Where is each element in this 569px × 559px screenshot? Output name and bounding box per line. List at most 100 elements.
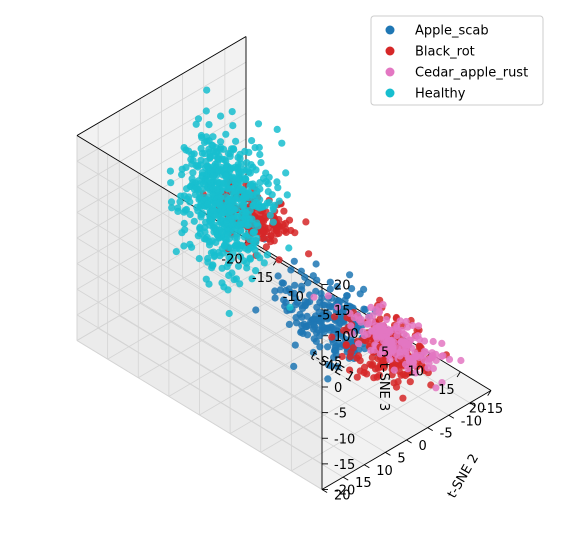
data-point-black-rot xyxy=(259,228,267,236)
data-point-healthy xyxy=(204,200,212,208)
data-point-black-rot xyxy=(376,315,384,323)
data-point-healthy xyxy=(278,139,286,147)
data-point-healthy xyxy=(215,199,224,207)
legend: Apple_scab Black_rot Cedar_apple_rust Healt… xyxy=(370,15,544,106)
data-point-apple-scab xyxy=(274,272,282,280)
data-point-healthy xyxy=(254,222,262,230)
data-point-healthy xyxy=(237,252,245,261)
data-point-healthy xyxy=(248,215,256,223)
y-tick-label: 5 xyxy=(397,451,405,466)
data-point-healthy xyxy=(190,217,198,225)
y-tick-label-mark xyxy=(469,402,476,407)
y-tick-label: -5 xyxy=(440,427,453,442)
x-tick-label: -10 xyxy=(283,290,304,305)
grid-line xyxy=(76,87,247,188)
data-point-healthy xyxy=(252,267,260,275)
x-tick-label-mark xyxy=(487,390,492,396)
grid-line xyxy=(182,278,428,428)
data-point-healthy xyxy=(269,218,277,226)
data-point-healthy xyxy=(242,176,250,184)
data-point-healthy xyxy=(248,275,256,283)
data-point-healthy xyxy=(167,179,175,187)
data-point-black-rot xyxy=(260,217,268,225)
data-point-healthy xyxy=(260,259,268,267)
data-point-healthy xyxy=(271,201,279,209)
data-point-healthy xyxy=(249,243,257,251)
y-tick-label-mark xyxy=(448,414,455,419)
y-tick-label: 15 xyxy=(355,476,372,491)
data-point-healthy xyxy=(197,144,205,153)
data-point-apple-scab xyxy=(309,272,317,280)
data-point-healthy xyxy=(243,264,251,272)
data-point-apple-scab xyxy=(287,266,295,274)
data-point-black-rot xyxy=(360,363,369,371)
z-tick-label: 5 xyxy=(334,355,342,370)
data-point-healthy xyxy=(248,182,256,190)
data-point-healthy xyxy=(228,108,236,116)
y-tick-label: 0 xyxy=(419,439,427,454)
x-tick-label: -15 xyxy=(252,271,273,286)
data-point-healthy xyxy=(253,234,261,242)
data-point-healthy xyxy=(252,166,260,174)
data-point-cedar-apple-rust xyxy=(396,352,404,360)
x-tick-label: 15 xyxy=(438,383,455,398)
data-point-healthy xyxy=(275,197,283,205)
data-point-healthy xyxy=(263,251,271,259)
legend-marker-black-rot xyxy=(385,46,395,56)
data-point-apple-scab xyxy=(252,306,260,314)
data-point-healthy xyxy=(226,150,234,158)
data-point-healthy xyxy=(261,202,269,210)
data-point-healthy xyxy=(248,137,256,145)
data-point-healthy xyxy=(218,228,226,236)
data-point-healthy xyxy=(200,235,208,243)
data-point-healthy xyxy=(185,147,193,155)
data-point-healthy xyxy=(194,115,203,123)
data-point-apple-scab xyxy=(301,298,310,306)
data-point-apple-scab xyxy=(291,341,299,349)
z-tick-label: -5 xyxy=(334,407,347,422)
data-point-black-rot xyxy=(363,370,371,378)
data-point-healthy xyxy=(220,145,228,153)
data-point-healthy xyxy=(190,185,199,194)
data-point-cedar-apple-rust xyxy=(457,356,465,365)
data-point-black-rot xyxy=(273,223,281,231)
z-tick-label: -15 xyxy=(334,458,355,473)
data-point-apple-scab xyxy=(343,292,351,300)
data-point-apple-scab xyxy=(312,287,320,295)
y-tick-label-mark xyxy=(364,464,370,469)
data-point-cedar-apple-rust xyxy=(390,338,398,346)
data-point-apple-scab xyxy=(319,323,327,331)
data-point-healthy xyxy=(273,125,281,133)
data-point-healthy xyxy=(253,187,261,195)
data-point-healthy xyxy=(245,148,253,156)
data-point-healthy xyxy=(228,269,236,277)
data-point-healthy xyxy=(196,225,204,233)
data-point-black-rot xyxy=(270,237,278,245)
data-point-black-rot xyxy=(356,357,364,365)
data-point-healthy xyxy=(273,178,281,186)
data-point-black-rot xyxy=(375,371,383,379)
data-point-black-rot xyxy=(305,250,313,258)
data-point-cedar-apple-rust xyxy=(414,322,423,330)
data-point-black-rot xyxy=(302,218,310,226)
data-point-black-rot xyxy=(399,394,407,402)
data-point-healthy xyxy=(240,233,249,241)
data-point-healthy xyxy=(274,184,282,192)
legend-label-black-rot: Black_rot xyxy=(415,45,475,60)
data-point-apple-scab xyxy=(316,343,324,351)
z-tick-label: 0 xyxy=(334,381,342,396)
data-point-healthy xyxy=(262,178,270,186)
y-tick-label-mark xyxy=(406,439,412,444)
data-point-healthy xyxy=(181,206,189,214)
data-point-healthy xyxy=(217,138,225,146)
data-point-healthy xyxy=(242,208,250,216)
grid-line xyxy=(76,263,323,413)
data-point-healthy xyxy=(229,122,237,130)
x-tick-label: -5 xyxy=(317,308,330,323)
data-point-healthy xyxy=(209,133,217,141)
data-point-apple-scab xyxy=(317,313,325,321)
data-point-apple-scab xyxy=(326,278,334,286)
data-point-apple-scab xyxy=(346,271,354,279)
data-point-apple-scab xyxy=(312,260,320,268)
data-point-cedar-apple-rust xyxy=(369,312,377,320)
